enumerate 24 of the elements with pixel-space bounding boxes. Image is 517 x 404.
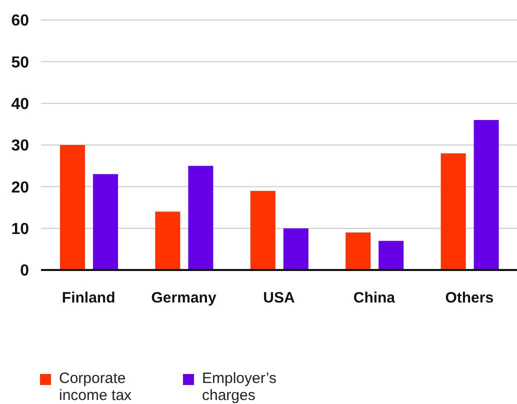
bar [346,232,371,270]
bar [378,240,404,270]
legend-label: Employer’s charges [202,370,278,404]
bar [93,174,118,270]
y-tick-label: 20 [11,179,30,196]
bar [60,145,85,270]
x-tick-label: Germany [151,290,217,307]
bar [250,190,276,270]
y-tick-label: 50 [11,54,30,72]
x-tick-label: China [353,290,396,307]
bar [283,228,308,270]
y-tick-label: 40 [11,96,30,114]
y-tick-label: 60 [11,12,30,30]
bar [188,166,214,270]
y-tick-label: 30 [11,138,30,155]
x-tick-label: Finland [62,290,116,307]
bar [474,120,499,270]
bar [155,212,180,270]
x-tick-label: Others [445,290,494,307]
y-tick-label: 0 [20,262,30,280]
legend-label: Corporate income tax [59,370,133,404]
y-tick-label: 10 [11,221,30,238]
bar [440,153,466,270]
x-tick-label: USA [263,290,295,307]
